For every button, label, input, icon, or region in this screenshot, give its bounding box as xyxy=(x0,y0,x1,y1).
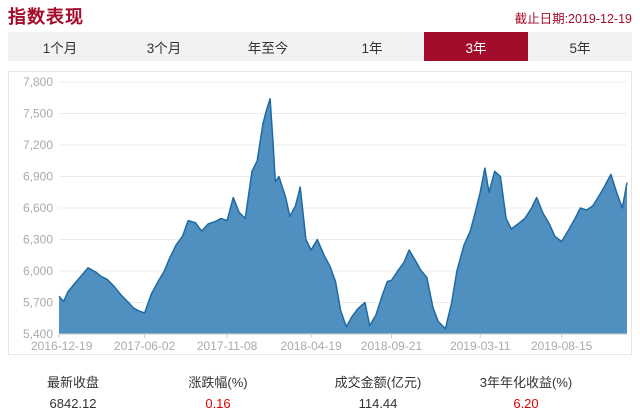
y-tick-label: 5,700 xyxy=(23,296,53,310)
tab-1-year[interactable]: 1年 xyxy=(361,40,383,56)
stat-value-latest-close: 6842.12 xyxy=(49,396,97,411)
page-title: 指数表现 xyxy=(8,7,84,27)
period-tabs: 1个月 3个月 年至今 1年 3年 5年 xyxy=(8,32,632,61)
y-tick-label: 6,000 xyxy=(23,264,53,278)
index-area xyxy=(59,98,627,334)
y-axis: 5,400 5,700 6,000 6,300 6,600 6,900 7,200 7,500… xyxy=(23,75,53,341)
x-tick-label: 2018-04-19 xyxy=(280,339,342,353)
y-tick-label: 5,400 xyxy=(23,327,53,341)
y-tick-label: 6,600 xyxy=(23,201,53,215)
index-chart-svg: 5,400 5,700 6,000 6,300 6,600 6,900 7,200 7,500… xyxy=(23,75,628,353)
index-chart: 5,400 5,700 6,000 6,300 6,600 6,900 7,200 7,500… xyxy=(8,71,632,355)
x-tick-label: 2017-06-02 xyxy=(114,339,176,353)
stat-label-turnover: 成交金额(亿元) xyxy=(334,375,422,390)
y-tick-label: 7,200 xyxy=(23,138,53,152)
stat-label-latest-close: 最新收盘 xyxy=(46,375,99,390)
index-line xyxy=(58,98,628,330)
series-layer xyxy=(58,98,628,334)
y-tick-label: 7,500 xyxy=(23,107,53,121)
x-tick-label: 2017-11-08 xyxy=(197,339,258,353)
tab-1-month[interactable]: 1个月 xyxy=(42,40,78,56)
x-axis: 2016-12-19 2017-06-02 2017-11-08 2018-04-19… xyxy=(31,333,627,353)
stat-label-annualized-return: 3年年化收益(%) xyxy=(479,375,573,390)
stat-value-turnover: 114.44 xyxy=(358,396,398,411)
stat-label-change-pct: 涨跌幅(%) xyxy=(188,375,248,390)
y-tick-label: 7,800 xyxy=(23,75,53,89)
tab-3-months[interactable]: 3个月 xyxy=(146,40,182,56)
stats-bar: 最新收盘 6842.12 涨跌幅(%) 0.16 成交金额(亿元) 114.44… xyxy=(0,372,640,418)
tab-3-years[interactable]: 3年 xyxy=(424,32,528,61)
stat-value-annualized-return: 6.20 xyxy=(513,396,539,411)
x-tick-label: 2016-12-19 xyxy=(31,339,93,353)
x-tick-label: 2019-08-15 xyxy=(531,339,593,353)
stat-value-change-pct: 0.16 xyxy=(205,396,231,411)
as-of-date: 截止日期:2019-12-19 xyxy=(514,12,632,26)
x-tick-label: 2019-03-11 xyxy=(450,339,511,353)
y-tick-label: 6,300 xyxy=(23,233,53,247)
x-tick-label: 2018-09-21 xyxy=(361,339,423,353)
y-tick-label: 6,900 xyxy=(23,170,53,184)
tab-5-years[interactable]: 5年 xyxy=(569,40,591,56)
tab-ytd[interactable]: 年至今 xyxy=(247,40,289,56)
